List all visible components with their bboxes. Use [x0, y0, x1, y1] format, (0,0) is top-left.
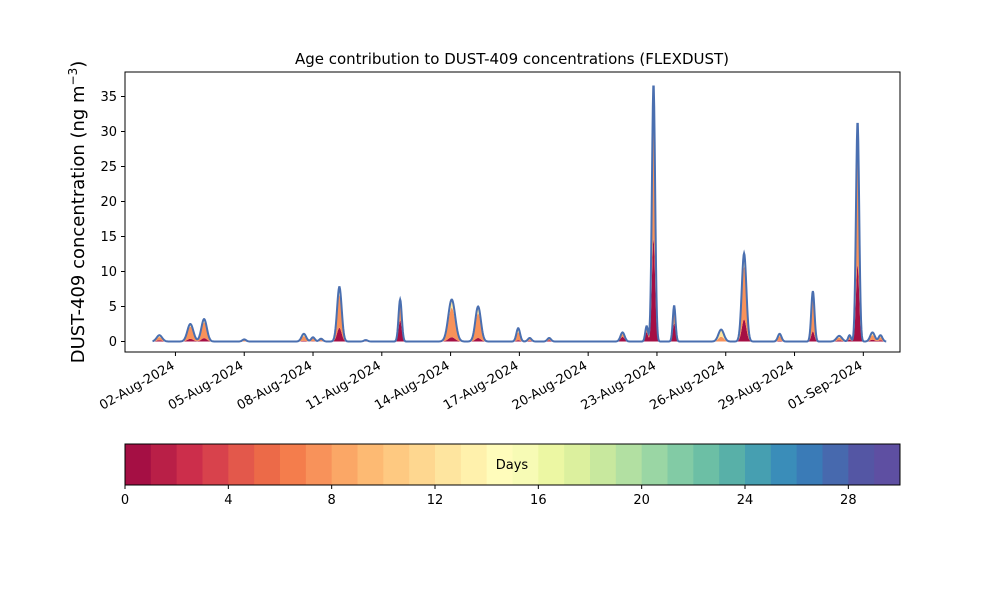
colorbar-cell — [460, 444, 488, 485]
plot-frame — [124, 71, 901, 353]
y-tick-label: 30 — [100, 125, 117, 140]
colorbar-cell — [848, 444, 875, 485]
plot-area: 0 5 10 15 20 25 30 35 02-Aug-202405-Aug-202408-… — [97, 71, 901, 414]
colorbar-cell — [331, 444, 358, 485]
colorbar-cell — [254, 444, 281, 485]
colorbar-cell — [435, 444, 462, 485]
colorbar-cell — [770, 444, 798, 485]
area-band-old — [152, 86, 887, 342]
colorbar-cells — [125, 444, 901, 485]
y-axis-label-close: ) — [68, 61, 89, 68]
colorbar-tick-label: 8 — [328, 493, 336, 508]
colorbar-label: Days — [496, 458, 529, 473]
colorbar-cell — [383, 444, 410, 485]
colorbar-cell — [667, 444, 694, 485]
x-tick-label: 26-Aug-2024 — [647, 358, 727, 413]
y-tick-label: 10 — [100, 265, 117, 280]
colorbar-cell — [719, 444, 746, 485]
colorbar-cell — [615, 444, 643, 485]
y-axis-label-main: DUST-409 concentration (ng m — [68, 85, 89, 363]
colorbar-cell — [564, 444, 591, 485]
colorbar-cell — [409, 444, 436, 485]
colorbar-tick-label: 28 — [840, 493, 857, 508]
y-axis-label-exponent: −3 — [66, 68, 80, 86]
y-tick-label: 15 — [100, 230, 117, 245]
y-tick-label: 20 — [100, 195, 117, 210]
area-band-young — [152, 239, 887, 342]
colorbar-cell — [486, 444, 513, 485]
x-tick-label: 29-Aug-2024 — [716, 358, 796, 413]
colorbar-tick-label: 4 — [224, 493, 232, 508]
colorbar-cell — [305, 444, 333, 485]
y-axis-label: DUST-409 concentration (ng m−3) — [66, 61, 89, 364]
y-axis-ticks: 0 5 10 15 20 25 30 35 — [100, 90, 125, 350]
y-tick-label: 25 — [100, 160, 117, 175]
colorbar-cell — [228, 444, 255, 485]
colorbar-cell — [538, 444, 565, 485]
x-axis-ticks: 02-Aug-202405-Aug-202408-Aug-202411-Aug-… — [97, 352, 865, 414]
colorbar-cell — [693, 444, 720, 485]
colorbar-cell — [641, 444, 668, 485]
colorbar-cell — [125, 444, 152, 485]
x-tick-label: 11-Aug-2024 — [303, 358, 383, 413]
colorbar-frame — [124, 443, 901, 486]
colorbar-cell — [357, 444, 384, 485]
x-tick-label: 20-Aug-2024 — [510, 358, 590, 413]
x-tick-label: 02-Aug-2024 — [97, 358, 177, 413]
colorbar-tick-label: 24 — [737, 493, 754, 508]
total-concentration-line — [152, 85, 887, 343]
x-tick-label: 08-Aug-2024 — [235, 358, 315, 413]
colorbar-cell — [874, 444, 901, 485]
colorbar-tick-label: 16 — [530, 493, 547, 508]
colorbar-tick-label: 12 — [427, 493, 444, 508]
colorbar-cell — [512, 444, 539, 485]
x-tick-label: 14-Aug-2024 — [372, 358, 452, 413]
colorbar-ticks: 0 4 8 12 16 20 24 28 — [121, 485, 857, 508]
area-band-mid — [152, 112, 887, 342]
colorbar-cell — [176, 444, 203, 485]
y-tick-label: 35 — [100, 90, 117, 105]
x-tick-label: 01-Sep-2024 — [785, 358, 865, 413]
colorbar-cell — [590, 444, 617, 485]
colorbar-cell — [745, 444, 772, 485]
colorbar-cell — [202, 444, 229, 485]
colorbar-cell — [796, 444, 823, 485]
colorbar-tick-label: 0 — [121, 493, 129, 508]
chart-title: Age contribution to DUST-409 concentrati… — [295, 50, 729, 68]
x-tick-label: 23-Aug-2024 — [579, 358, 659, 413]
colorbar-cell — [280, 444, 307, 485]
x-tick-label: 17-Aug-2024 — [441, 358, 521, 413]
colorbar-cell — [150, 444, 178, 485]
colorbar-cell — [822, 444, 849, 485]
colorbar: Days 0 4 8 12 16 20 24 28 — [121, 443, 901, 508]
x-tick-label: 05-Aug-2024 — [166, 358, 246, 413]
y-tick-label: 5 — [109, 300, 117, 315]
y-tick-label: 0 — [109, 335, 117, 350]
age-contribution-areas — [152, 86, 887, 342]
colorbar-tick-label: 20 — [633, 493, 650, 508]
